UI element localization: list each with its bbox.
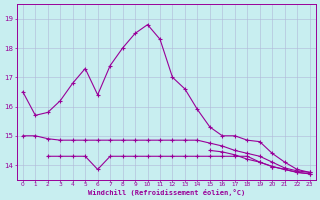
- X-axis label: Windchill (Refroidissement éolien,°C): Windchill (Refroidissement éolien,°C): [88, 189, 245, 196]
